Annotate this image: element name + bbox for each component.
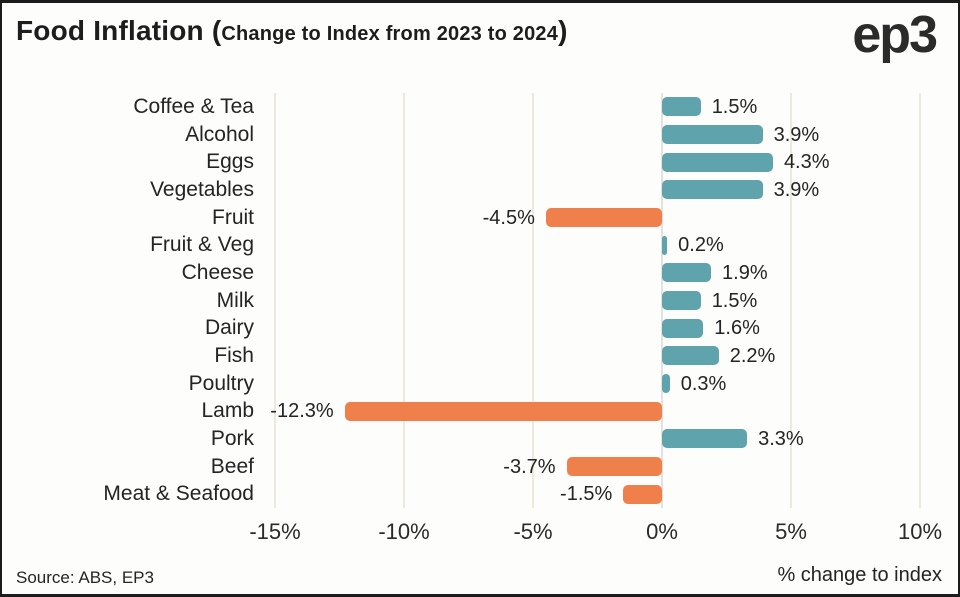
source-note: Source: ABS, EP3	[16, 568, 154, 587]
category-label: Fruit & Veg	[150, 233, 254, 257]
category-label: Fish	[214, 343, 254, 367]
category-label: Meat & Seafood	[103, 482, 254, 506]
category-label: Vegetables	[150, 177, 254, 201]
value-label: 1.9%	[722, 261, 768, 284]
value-label: -3.7%	[503, 455, 556, 478]
bar-negative	[566, 457, 662, 476]
category-label: Fruit	[212, 205, 254, 229]
ep3-logo: ep3	[852, 6, 938, 64]
x-tick-label: -15%	[249, 519, 301, 544]
bar-positive	[662, 374, 670, 393]
value-label: -4.5%	[482, 206, 535, 229]
bar-positive	[662, 235, 668, 255]
category-label: Pork	[210, 426, 254, 450]
category-label: Poultry	[188, 371, 254, 395]
bar-positive	[662, 180, 763, 200]
gridline	[532, 93, 534, 508]
x-tick-label: 0%	[646, 519, 678, 544]
bar-positive	[662, 318, 704, 338]
category-label: Eggs	[206, 150, 254, 174]
gridline	[919, 93, 921, 508]
bar-negative	[344, 401, 662, 421]
x-tick-label: -10%	[378, 519, 430, 544]
category-label: Beef	[210, 454, 254, 478]
x-axis-label: % change to index	[777, 564, 942, 586]
category-label: Milk	[216, 288, 254, 312]
value-label: 1.6%	[714, 317, 760, 340]
value-label: 3.3%	[758, 427, 804, 450]
x-tick-label: 5%	[775, 519, 807, 544]
bar-chart-plot-area: -15% -10% -5% 0% 5% 10% Coffee & Tea 1.5% Alcoho…	[2, 3, 958, 594]
value-label: 4.3%	[783, 151, 830, 174]
bar-positive	[662, 291, 701, 310]
value-label: 1.5%	[711, 95, 758, 118]
chart-title-subtitle: Change to Index from 2023 to 2024	[221, 23, 559, 45]
category-label: Alcohol	[185, 122, 254, 146]
chart-title: Food Inflation (Change to Index from 202…	[16, 15, 568, 47]
category-label: Cheese	[181, 260, 254, 284]
value-label: 3.9%	[773, 123, 820, 146]
value-label: 0.2%	[678, 234, 724, 257]
bar-positive	[662, 263, 712, 283]
value-label: -1.5%	[560, 483, 613, 506]
bar-negative	[545, 208, 662, 227]
bar-positive	[662, 152, 773, 172]
bar-negative	[623, 484, 662, 504]
value-label: 1.5%	[711, 289, 758, 312]
x-tick-label: 10%	[897, 519, 943, 544]
gridline	[790, 93, 792, 508]
x-tick-label: -5%	[513, 519, 553, 544]
category-label: Lamb	[201, 399, 254, 423]
gridline	[403, 93, 405, 508]
bar-positive	[662, 125, 763, 144]
value-label: -12.3%	[270, 400, 334, 423]
chart-title-close-paren: )	[558, 15, 568, 46]
chart-title-main: Food Inflation (	[16, 15, 222, 46]
bar-positive	[662, 97, 701, 117]
bar-positive	[662, 429, 748, 449]
bar-positive	[662, 346, 719, 366]
category-label: Dairy	[204, 316, 254, 340]
value-label: 3.9%	[773, 178, 820, 201]
gridline	[274, 93, 276, 508]
value-label: 0.3%	[680, 372, 727, 395]
category-label: Coffee & Tea	[133, 94, 254, 118]
value-label: 2.2%	[729, 344, 776, 367]
